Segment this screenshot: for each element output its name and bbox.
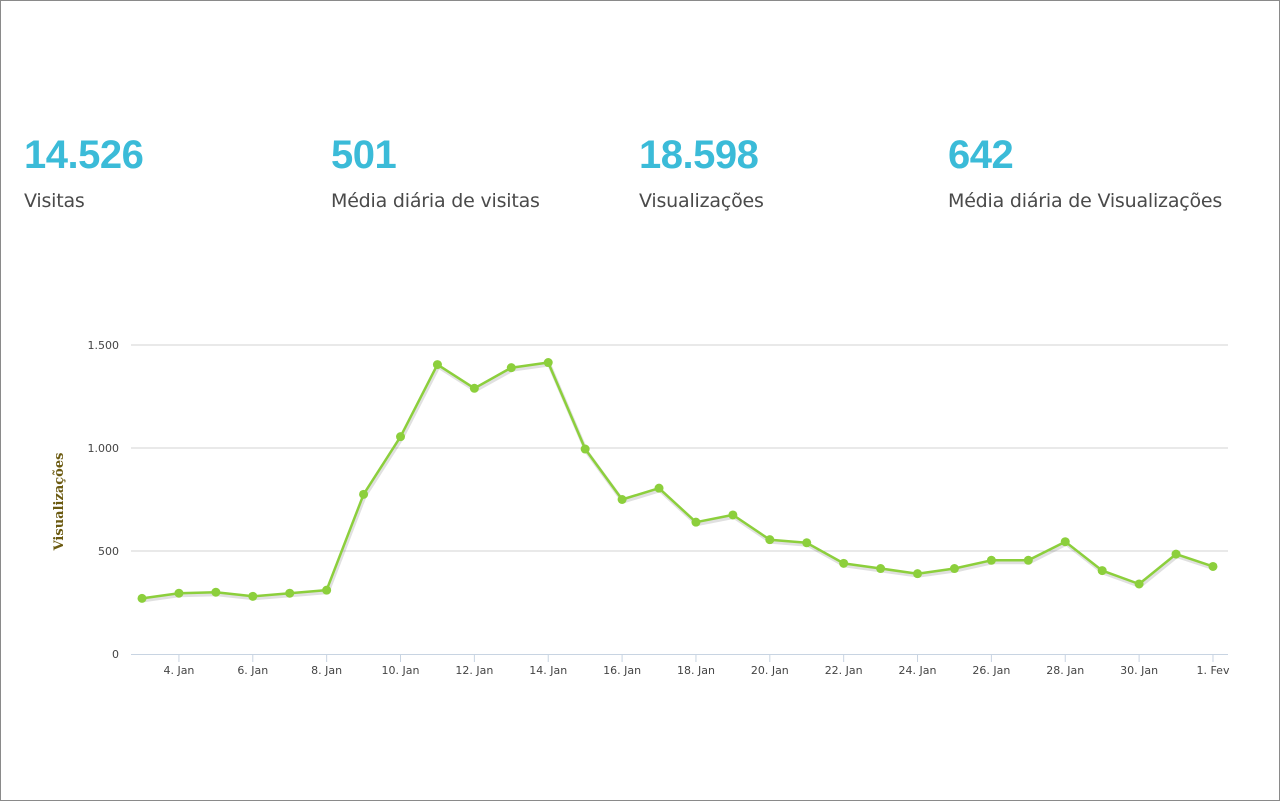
x-tick-label: 4. Jan: [163, 664, 194, 677]
x-tick-label: 26. Jan: [972, 664, 1010, 677]
data-point: [802, 538, 812, 548]
x-tick-label: 12. Jan: [455, 664, 493, 677]
data-point: [359, 489, 369, 499]
stat-visits-label: Visitas: [24, 190, 85, 212]
x-tick-label: 1. Fev: [1196, 664, 1229, 677]
x-tick-label: 28. Jan: [1046, 664, 1084, 677]
x-tick-label: 16. Jan: [603, 664, 641, 677]
stat-daily-visits-label: Média diária de visitas: [331, 190, 540, 212]
x-tick-label: 6. Jan: [237, 664, 268, 677]
data-point: [728, 510, 738, 520]
stat-daily-visits: 501 Média diária de visitas: [331, 129, 540, 212]
stat-visits-value: 14.526: [24, 133, 144, 177]
data-point: [248, 591, 258, 601]
data-point: [691, 517, 701, 527]
x-tick-label: 18. Jan: [677, 664, 715, 677]
y-tick-label: 1.500: [88, 339, 120, 352]
data-point: [469, 383, 479, 393]
data-point: [1097, 566, 1107, 576]
x-tick-label: 20. Jan: [751, 664, 789, 677]
data-point: [839, 558, 849, 568]
stat-daily-pageviews: 642 Média diária de Visualizações: [948, 129, 1222, 212]
data-point: [137, 593, 147, 603]
data-point: [765, 535, 775, 545]
x-tick-label: 30. Jan: [1120, 664, 1158, 677]
y-axis-title: Visualizações: [52, 453, 67, 552]
stat-daily-pageviews-value: 642: [948, 133, 1014, 177]
data-point: [617, 495, 627, 504]
x-tick-label: 22. Jan: [825, 664, 863, 677]
y-tick-label: 0: [112, 648, 119, 661]
stat-pageviews-value: 18.598: [639, 133, 759, 177]
stat-daily-pageviews-label: Média diária de Visualizações: [948, 190, 1223, 212]
data-point: [1060, 537, 1070, 547]
data-point: [580, 444, 590, 454]
x-tick-label: 10. Jan: [382, 664, 420, 677]
pageviews-line-chart: 0 500 1.000 1.500 4. Jan 6. Jan 8. Jan 10. Jan 1…: [52, 339, 1230, 677]
data-point: [1134, 579, 1144, 589]
data-point: [1023, 555, 1033, 565]
y-tick-label: 500: [98, 545, 119, 558]
stat-visits: 14.526 Visitas: [24, 129, 144, 212]
data-point: [285, 588, 295, 598]
data-point: [396, 432, 406, 442]
series-line-shadow: [142, 362, 1215, 603]
data-point: [211, 587, 221, 597]
data-point: [1171, 549, 1181, 559]
data-point: [1208, 561, 1218, 571]
stat-pageviews: 18.598 Visualizações: [639, 129, 764, 212]
x-tick-label: 14. Jan: [529, 664, 567, 677]
data-point: [506, 363, 516, 373]
data-point: [174, 588, 184, 598]
data-point: [986, 555, 996, 565]
y-tick-label: 1.000: [88, 442, 120, 455]
x-tick-label: 24. Jan: [899, 664, 937, 677]
x-tick-label: 8. Jan: [311, 664, 342, 677]
data-point: [876, 564, 886, 574]
data-point: [543, 358, 553, 368]
data-point: [432, 360, 442, 370]
data-point: [913, 569, 923, 579]
series-line: [141, 361, 1214, 600]
stat-pageviews-label: Visualizações: [639, 190, 764, 212]
data-point: [322, 585, 332, 595]
data-point: [949, 564, 959, 574]
data-point: [654, 483, 664, 493]
stat-daily-visits-value: 501: [331, 133, 397, 177]
